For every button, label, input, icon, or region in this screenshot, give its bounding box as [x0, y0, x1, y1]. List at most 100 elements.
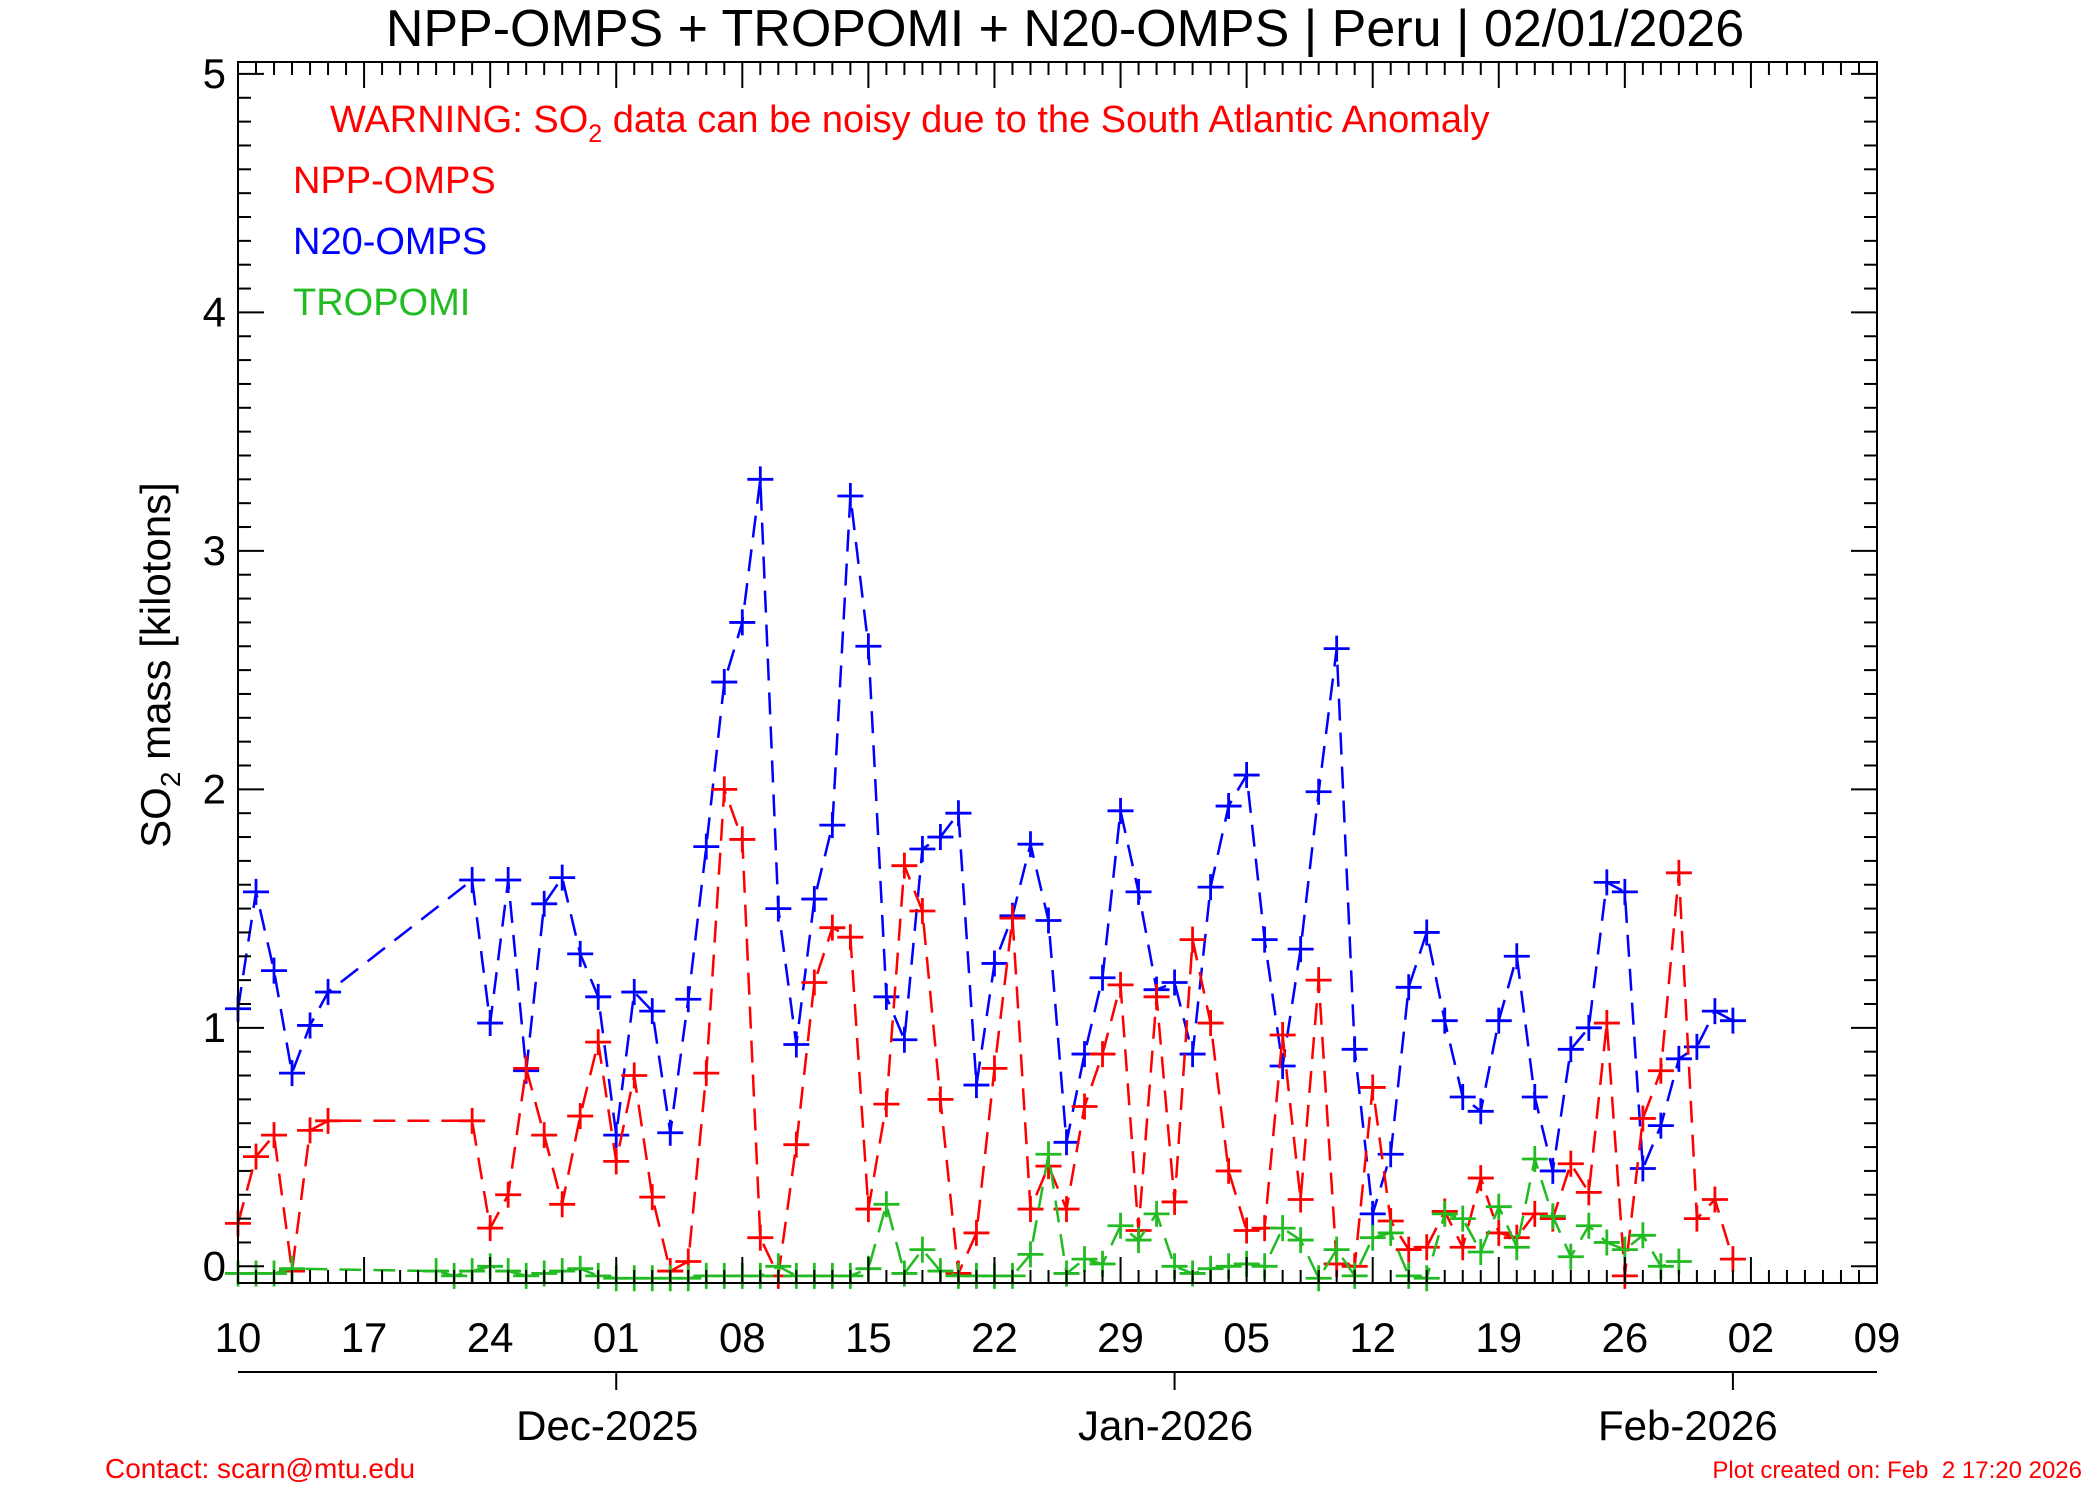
data-point-npp-omps-40	[1071, 1093, 1098, 1120]
x-tick-label: 15	[845, 1314, 892, 1361]
data-point-npp-omps-69	[1593, 1010, 1620, 1037]
data-point-n20-omps-6	[459, 866, 486, 893]
data-point-npp-omps-6	[459, 1107, 486, 1134]
x-tick-label: 24	[467, 1314, 514, 1361]
footer-plot-created: Plot created on: Feb 2 17:20 2026	[1712, 1457, 2082, 1484]
data-point-npp-omps-26	[819, 914, 846, 941]
data-point-npp-omps-45	[1161, 1188, 1188, 1215]
plot-layer	[225, 466, 1746, 1292]
data-point-n20-omps-50	[1251, 926, 1278, 953]
data-point-n20-omps-43	[1125, 878, 1152, 905]
data-point-npp-omps-31	[909, 897, 936, 924]
data-point-n20-omps-67	[1557, 1036, 1584, 1063]
data-point-npp-omps-42	[1107, 971, 1134, 998]
series-line-n20-omps	[236, 479, 1734, 1215]
data-point-npp-omps-7	[477, 1215, 504, 1242]
data-point-n20-omps-75	[1701, 998, 1728, 1025]
chart-title: NPP-OMPS + TROPOMI + N20-OMPS | Peru | 0…	[386, 0, 1744, 58]
y-label-main: SO	[132, 787, 179, 848]
data-point-tropomi-54	[1323, 1236, 1350, 1263]
data-point-tropomi-44	[1143, 1200, 1170, 1227]
data-point-n20-omps-72	[1647, 1112, 1674, 1139]
data-point-npp-omps-19	[693, 1060, 720, 1087]
data-point-tropomi-43	[1125, 1227, 1152, 1254]
x-tick-label: 29	[1097, 1314, 1144, 1361]
plot-frame	[237, 61, 1878, 1284]
data-point-n20-omps-7	[477, 1010, 504, 1037]
data-point-npp-omps-11	[549, 1191, 576, 1218]
data-point-n20-omps-31	[909, 835, 936, 862]
data-point-n20-omps-35	[981, 950, 1008, 977]
data-point-n20-omps-19	[693, 833, 720, 860]
data-point-tropomi-37	[1017, 1241, 1044, 1268]
x-tick-label: 08	[719, 1314, 766, 1361]
data-point-npp-omps-65	[1521, 1200, 1548, 1227]
data-point-n20-omps-16	[639, 998, 666, 1025]
data-point-npp-omps-46	[1179, 926, 1206, 953]
data-point-npp-omps-16	[639, 1184, 666, 1211]
data-point-n20-omps-58	[1395, 974, 1422, 1001]
data-point-npp-omps-13	[585, 1029, 612, 1056]
data-point-npp-omps-14	[603, 1148, 630, 1175]
data-point-n20-omps-65	[1521, 1083, 1548, 1110]
data-point-tropomi-57	[1377, 1219, 1404, 1246]
data-point-npp-omps-53	[1305, 967, 1332, 994]
data-point-tropomi-62	[1467, 1239, 1494, 1265]
data-point-npp-omps-5	[315, 1107, 342, 1134]
data-point-n20-omps-76	[1719, 1007, 1746, 1034]
data-point-tropomi-60	[1431, 1200, 1458, 1227]
data-point-n20-omps-71	[1629, 1155, 1656, 1182]
data-point-npp-omps-52	[1287, 1186, 1314, 1213]
warning-prefix: WARNING: SO	[330, 99, 588, 141]
data-point-npp-omps-41	[1089, 1041, 1116, 1068]
data-point-npp-omps-2	[261, 1122, 288, 1149]
x-tick-label: 12	[1349, 1314, 1396, 1361]
data-point-npp-omps-68	[1575, 1179, 1602, 1206]
data-point-n20-omps-26	[819, 812, 846, 839]
y-axis-label: SO2 mass [kilotons]	[132, 482, 186, 848]
data-point-n20-omps-2	[261, 957, 288, 984]
data-point-tropomi-71	[1629, 1222, 1656, 1249]
data-point-npp-omps-32	[927, 1086, 954, 1113]
data-point-n20-omps-60	[1431, 1007, 1458, 1034]
y-tick-label: 5	[203, 50, 226, 97]
warning-subscript: 2	[588, 120, 602, 148]
data-point-n20-omps-49	[1233, 762, 1260, 789]
data-point-n20-omps-62	[1467, 1098, 1494, 1125]
data-point-npp-omps-30	[891, 852, 918, 879]
legend-npp-omps: NPP-OMPS	[293, 160, 496, 202]
x-tick-label: 09	[1854, 1314, 1901, 1361]
data-point-npp-omps-75	[1701, 1186, 1728, 1213]
y-tick-label: 2	[203, 765, 226, 812]
data-point-n20-omps-63	[1485, 1007, 1512, 1034]
data-point-npp-omps-10	[531, 1122, 558, 1149]
x-tick-label: 26	[1601, 1314, 1648, 1361]
data-point-n20-omps-27	[837, 483, 864, 510]
data-point-n20-omps-18	[675, 986, 702, 1013]
data-point-n20-omps-41	[1089, 964, 1116, 991]
data-point-n20-omps-8	[495, 866, 522, 893]
data-point-n20-omps-10	[531, 890, 558, 917]
data-point-n20-omps-48	[1215, 793, 1242, 820]
data-point-npp-omps-15	[621, 1062, 648, 1089]
data-point-n20-omps-51	[1269, 1052, 1296, 1079]
month-label: Feb-2026	[1598, 1402, 1778, 1449]
data-point-tropomi-69	[1593, 1229, 1620, 1256]
data-point-n20-omps-30	[891, 1026, 918, 1053]
data-point-npp-omps-21	[729, 826, 756, 853]
data-point-npp-omps-62	[1467, 1165, 1494, 1192]
y-tick-label: 4	[203, 288, 226, 335]
data-point-npp-omps-67	[1557, 1150, 1584, 1177]
data-point-n20-omps-66	[1539, 1157, 1566, 1184]
data-point-npp-omps-49	[1233, 1217, 1260, 1244]
data-point-n20-omps-73	[1665, 1045, 1692, 1072]
data-point-npp-omps-12	[567, 1103, 594, 1130]
data-point-n20-omps-64	[1503, 943, 1530, 970]
y-label-subscript: 2	[155, 772, 186, 788]
data-point-n20-omps-39	[1053, 1129, 1080, 1156]
data-point-npp-omps-76	[1719, 1246, 1746, 1273]
data-point-n20-omps-11	[549, 864, 576, 891]
data-point-n20-omps-22	[747, 466, 774, 493]
